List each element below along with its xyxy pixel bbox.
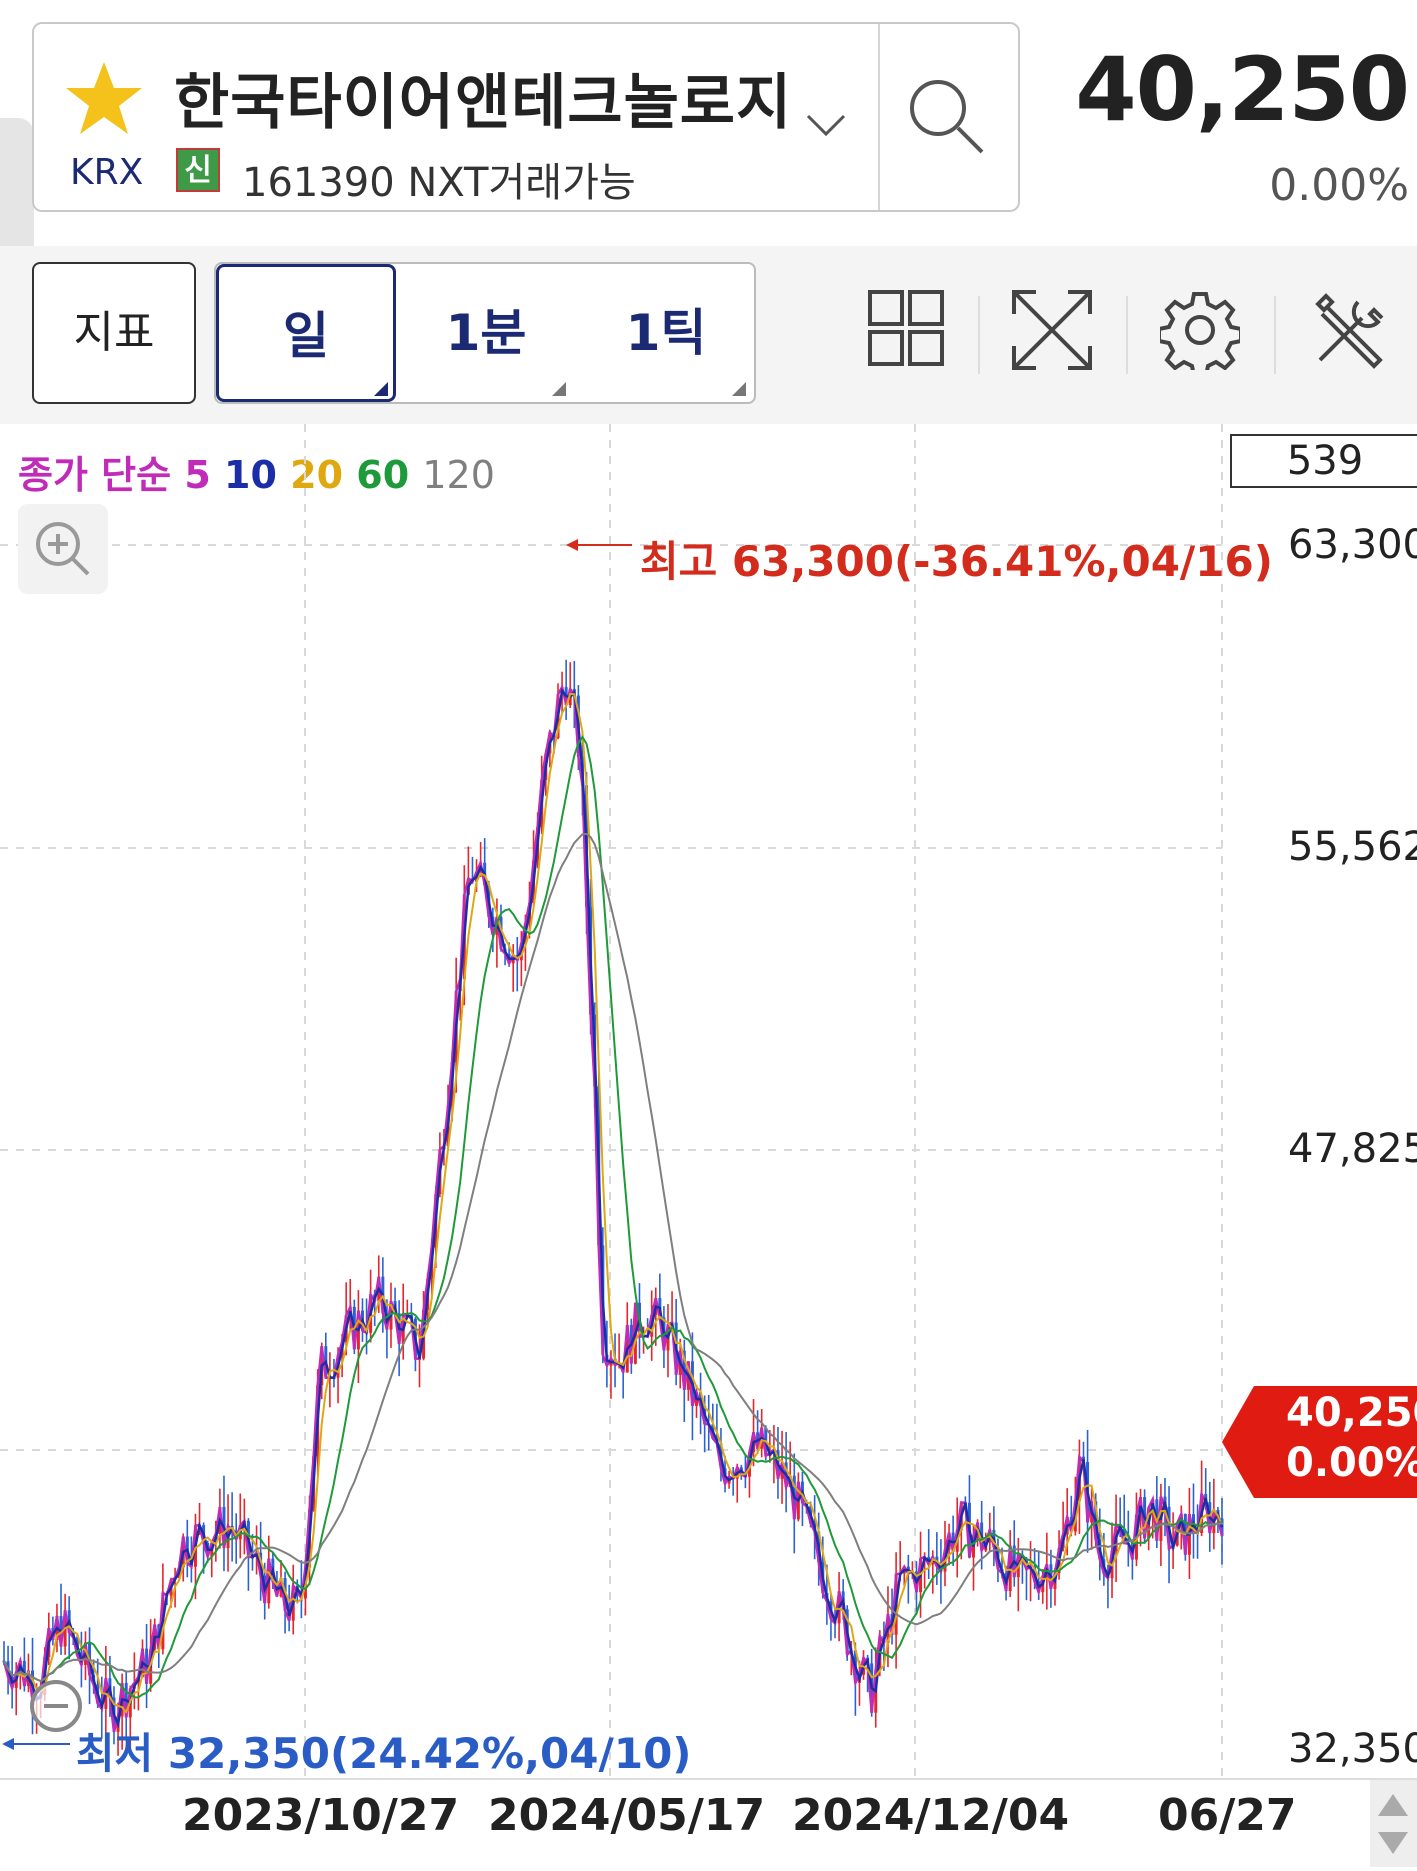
favorite-star-icon[interactable] [62, 58, 146, 142]
legend-ma20: 20 [290, 453, 344, 497]
legend-ma10: 10 [224, 453, 277, 497]
zoom-in-icon [36, 522, 90, 576]
moving-averages [2, 683, 1224, 1733]
search-icon[interactable] [904, 74, 988, 162]
price-chart[interactable] [0, 424, 1417, 1778]
x-tick-label: 2024/12/04 [792, 1790, 1070, 1841]
stock-selector[interactable]: 한국타이어앤테크놀로지 KRX 신 161390 NXT거래가능 [32, 22, 1020, 212]
settings-gear-icon[interactable] [1157, 290, 1243, 378]
low-price-label: 최저 32,350(24.42%,04/10) [76, 1729, 692, 1778]
divider [1126, 296, 1128, 374]
fullscreen-icon[interactable] [1012, 290, 1092, 374]
x-tick-label: 2023/10/27 [182, 1790, 460, 1841]
period-minute-button[interactable]: 1분 [445, 304, 527, 362]
chart-markers [2, 539, 632, 1750]
dropdown-corner-icon [552, 382, 566, 396]
low-marker-arrow [2, 1738, 14, 1750]
legend-ma5: 5 [184, 453, 211, 497]
chevron-down-icon[interactable] [806, 114, 846, 142]
ma-line-20 [3, 692, 1223, 1715]
current-price: 40,250 [1075, 38, 1410, 141]
y-tick-label: 55,562 [1288, 824, 1417, 870]
indicator-button[interactable]: 지표 [32, 262, 196, 404]
x-axis-bar [0, 1778, 1417, 1869]
divider [1274, 296, 1276, 374]
legend-ma120: 120 [422, 453, 495, 497]
divider [878, 24, 880, 210]
y-tick-label: 32,350 [1288, 1726, 1417, 1772]
current-price-tag-pct: 0.00% [1286, 1440, 1417, 1486]
scroll-arrows-icon [1378, 1794, 1408, 1854]
divider [978, 296, 980, 374]
visible-count-box[interactable]: 539 [1230, 434, 1417, 488]
ma-legend: 종가 단순 5 10 20 60 120 [18, 444, 495, 499]
credit-badge: 신 [176, 148, 220, 192]
stock-code: 161390 NXT거래가능 [242, 160, 636, 206]
current-price-tag: 40,250 0.00% [1222, 1386, 1417, 1498]
dropdown-corner-icon [374, 382, 388, 396]
y-tick-label: 47,825 [1288, 1126, 1417, 1172]
period-selector: 일 1분 1틱 [214, 262, 756, 404]
high-marker-arrow [566, 539, 578, 551]
ma-line-60 [3, 735, 1223, 1699]
x-axis-scroll-handle[interactable] [1370, 1780, 1417, 1867]
exchange-label: KRX [70, 152, 144, 193]
period-tick-button[interactable]: 1틱 [625, 304, 707, 362]
zoom-in-button[interactable] [18, 504, 108, 594]
y-tick-label: 63,300 [1288, 522, 1417, 568]
x-tick-label: 2024/05/17 [488, 1790, 766, 1841]
ma-line-120 [3, 832, 1223, 1683]
legend-prefix: 종가 단순 [18, 453, 172, 497]
dropdown-corner-icon [732, 382, 746, 396]
period-day-button[interactable]: 일 [216, 264, 396, 402]
candles [2, 659, 1224, 1756]
tools-icon[interactable] [1310, 290, 1390, 374]
legend-ma60: 60 [356, 453, 410, 497]
current-price-tag-value: 40,250 [1286, 1390, 1417, 1436]
high-price-label: 최고 63,300(-36.41%,04/16) [640, 537, 1273, 586]
x-tick-label: 06/27 [1158, 1790, 1297, 1841]
change-percent: 0.00% [1269, 160, 1409, 211]
zoom-out-button[interactable] [26, 1676, 86, 1740]
grid-layout-icon[interactable] [868, 290, 944, 370]
stock-name: 한국타이어앤테크놀로지 [174, 68, 793, 138]
zoom-out-icon [30, 1680, 82, 1732]
